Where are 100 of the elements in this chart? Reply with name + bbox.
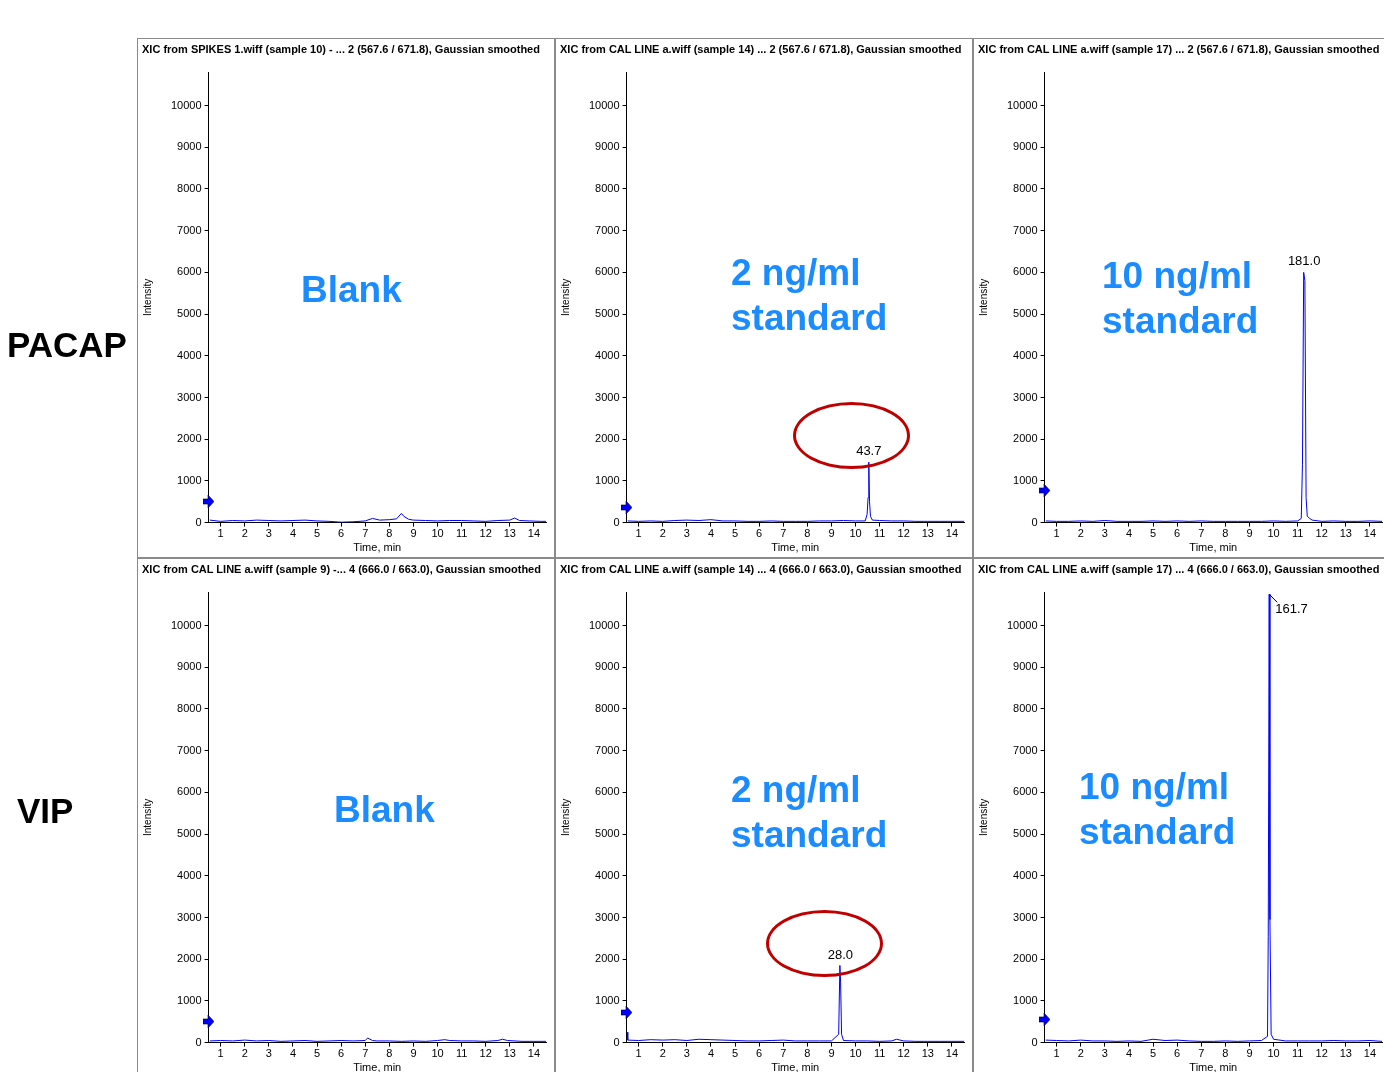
y-tick-label: 7000 — [595, 743, 620, 756]
annotation: Blank — [334, 788, 436, 832]
x-tick-label: 9 — [410, 1047, 417, 1060]
x-tick-label: 5 — [1149, 527, 1157, 540]
x-tick-label: 4 — [707, 527, 714, 540]
x-tick-label: 7 — [362, 527, 369, 540]
x-tick-label: 9 — [828, 527, 835, 540]
x-tick-label: 7 — [1198, 527, 1205, 540]
x-tick-label: 10 — [1267, 527, 1280, 540]
x-axis-title: Time, min — [771, 541, 820, 554]
x-tick-label: 3 — [1101, 527, 1108, 540]
x-tick-label: 4 — [707, 1047, 714, 1060]
annotation: 2 ng/ml standard — [731, 768, 889, 857]
x-axis-title: Time, min — [353, 1061, 402, 1072]
y-tick-label: 4000 — [595, 868, 620, 881]
x-tick-label: 14 — [945, 527, 959, 540]
y-tick-label: 7000 — [1013, 223, 1038, 236]
y-tick-label: 3000 — [1013, 390, 1038, 403]
x-tick-label: 9 — [1246, 527, 1253, 540]
y-tick-label: 5000 — [1013, 827, 1038, 840]
x-tick-label: 3 — [683, 527, 690, 540]
text: VIP — [17, 791, 74, 831]
x-tick-label: 6 — [756, 527, 763, 540]
y-tick-label: 0 — [195, 515, 202, 528]
x-tick-label: 7 — [1198, 1047, 1205, 1060]
chart-title: XIC from CAL LINE a.wiff (sample 9) -... 4 (666.0 / 663.0), Gaussian smoothed — [142, 562, 541, 575]
x-tick-label: 12 — [479, 1047, 492, 1060]
x-tick-label: 11 — [455, 527, 468, 540]
x-tick-label: 3 — [683, 1047, 690, 1060]
x-tick-label: 5 — [313, 1047, 321, 1060]
y-tick-label: 10000 — [170, 618, 202, 631]
x-tick-label: 8 — [804, 527, 811, 540]
chart-title: XIC from CAL LINE a.wiff (sample 17) ... 4 (666.0 / 663.0), Gaussian smoothed — [978, 562, 1380, 575]
y-axis-title: Intensity — [141, 798, 153, 837]
x-tick-label: 14 — [527, 527, 541, 540]
x-tick-label: 1 — [217, 527, 224, 540]
annotation: Blank — [301, 268, 403, 312]
x-tick-label: 7 — [780, 527, 787, 540]
annotation: 161.7 — [1275, 601, 1308, 617]
x-tick-label: 5 — [731, 527, 739, 540]
x-tick-label: 12 — [479, 527, 492, 540]
y-tick-label: 4000 — [1013, 868, 1038, 881]
x-axis-title: Time, min — [1189, 1061, 1238, 1072]
y-tick-label: 6000 — [177, 785, 202, 798]
y-tick-label: 9000 — [595, 660, 620, 673]
y-tick-label: 7000 — [1013, 743, 1038, 756]
y-tick-label: 10000 — [588, 618, 620, 631]
x-tick-label: 6 — [338, 1047, 345, 1060]
x-tick-label: 12 — [897, 527, 910, 540]
y-tick-label: 8000 — [1013, 702, 1038, 714]
x-tick-label: 10 — [849, 527, 862, 540]
y-tick-label: 1000 — [595, 993, 620, 1006]
y-tick-label: 2000 — [177, 432, 202, 445]
y-tick-label: 1000 — [177, 993, 202, 1006]
x-tick-label: 9 — [410, 527, 417, 540]
x-tick-label: 1 — [635, 1047, 642, 1060]
x-tick-label: 11 — [873, 527, 886, 540]
x-tick-label: 9 — [1246, 1047, 1253, 1060]
x-axis-title: Time, min — [771, 1061, 820, 1072]
y-axis-title: Intensity — [977, 278, 989, 317]
x-tick-label: 4 — [1125, 1047, 1132, 1060]
x-tick-label: 10 — [849, 1047, 862, 1060]
x-tick-label: 7 — [362, 1047, 369, 1060]
chart-title: XIC from CAL LINE a.wiff (sample 14) ... 2 (567.6 / 671.8), Gaussian smoothed — [560, 42, 962, 55]
y-tick-label: 4000 — [1013, 348, 1038, 361]
y-tick-label: 2000 — [1013, 432, 1038, 445]
x-tick-label: 10 — [431, 527, 444, 540]
x-tick-label: 13 — [503, 527, 516, 540]
x-tick-label: 1 — [635, 527, 642, 540]
x-tick-label: 12 — [1315, 1047, 1328, 1060]
y-tick-label: 8000 — [595, 182, 620, 194]
y-tick-label: 5000 — [595, 827, 620, 840]
y-tick-label: 2000 — [595, 432, 620, 445]
y-tick-label: 4000 — [595, 348, 620, 361]
x-tick-label: 8 — [1222, 527, 1229, 540]
y-tick-label: 4000 — [177, 348, 202, 361]
y-tick-label: 9000 — [595, 140, 620, 153]
x-tick-label: 14 — [527, 1047, 541, 1060]
y-tick-label: 9000 — [177, 140, 202, 153]
y-tick-label: 10000 — [1006, 618, 1038, 631]
x-tick-label: 2 — [241, 1047, 248, 1060]
y-tick-label: 0 — [613, 1035, 620, 1048]
x-tick-label: 13 — [921, 527, 934, 540]
x-tick-label: 11 — [455, 1047, 468, 1060]
x-tick-label: 8 — [1222, 1047, 1229, 1060]
y-tick-label: 6000 — [1013, 785, 1038, 798]
y-tick-label: 10000 — [1006, 98, 1038, 111]
x-tick-label: 8 — [386, 1047, 393, 1060]
y-tick-label: 8000 — [177, 702, 202, 714]
x-tick-label: 2 — [1077, 1047, 1084, 1060]
x-tick-label: 14 — [1363, 1047, 1377, 1060]
x-tick-label: 2 — [659, 1047, 666, 1060]
y-tick-label: 8000 — [1013, 182, 1038, 194]
x-tick-label: 13 — [1339, 527, 1352, 540]
x-tick-label: 12 — [1315, 527, 1328, 540]
x-tick-label: 11 — [1291, 1047, 1304, 1060]
y-tick-label: 3000 — [1013, 910, 1038, 923]
x-tick-label: 2 — [241, 527, 248, 540]
y-tick-label: 9000 — [1013, 140, 1038, 153]
x-tick-label: 2 — [1077, 527, 1084, 540]
